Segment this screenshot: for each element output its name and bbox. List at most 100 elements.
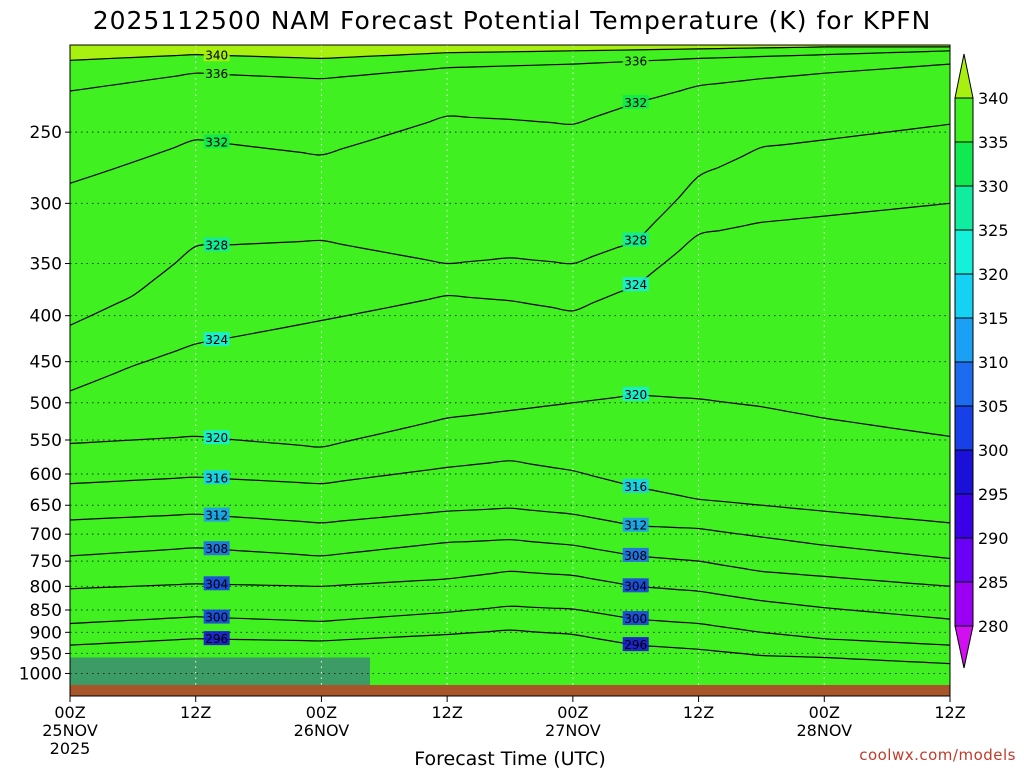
contour-lines: 296 296 300 300 304 304 308 308 312 312 316 316 320 3… — [69, 46, 951, 696]
contour-label-336-0: 336 — [205, 67, 228, 81]
x-tick-label-24: 00Z — [306, 703, 337, 722]
contour-label-bg — [203, 541, 230, 556]
contour-label-bg — [622, 517, 649, 532]
colorbar-seg-305 — [954, 361, 974, 407]
y-tick-label-800: 800 — [30, 577, 62, 597]
y-tick-label-600: 600 — [30, 465, 62, 485]
contour-label-328-1: 328 — [624, 234, 647, 248]
contour-label-bg — [203, 609, 230, 624]
colorbar-label-335: 335 — [978, 133, 1009, 152]
contour-label-328-0: 328 — [205, 238, 228, 252]
ground-strip — [70, 685, 950, 696]
y-tick-label-850: 850 — [30, 601, 62, 621]
y-tick-label-700: 700 — [30, 525, 62, 545]
y-tick-label-750: 750 — [30, 552, 62, 572]
x-year-label-0: 2025 — [50, 739, 91, 758]
contour-label-bg — [622, 578, 649, 593]
contour-label-bg — [203, 134, 230, 149]
contour-label-bg — [622, 94, 649, 109]
contour-label-bg — [622, 547, 649, 562]
y-tick-label-300: 300 — [30, 194, 62, 214]
fill-band-below-340 — [70, 46, 950, 685]
contour-label-bg — [203, 507, 230, 522]
x-tick-label-0: 00Z — [54, 703, 85, 722]
contour-label-bg — [203, 66, 230, 81]
y-tick-label-900: 900 — [30, 623, 62, 643]
contour-label-336-1: 336 — [624, 54, 647, 68]
colorbar-label-315: 315 — [978, 309, 1009, 328]
contour-label-312-1: 312 — [624, 519, 647, 533]
y-tick-label-650: 650 — [30, 496, 62, 516]
colorbar: 280 285 290 295 300 305 310 315 320 325 330 335 340 — [954, 53, 1009, 669]
contour-label-320-1: 320 — [624, 388, 647, 402]
x-tick-label-72: 00Z — [809, 703, 840, 722]
plot-frame — [69, 44, 951, 697]
y-tick-label-250: 250 — [30, 123, 62, 143]
y-tick-label-500: 500 — [30, 394, 62, 414]
contour-label-bg — [203, 470, 230, 485]
contour-label-bg — [203, 430, 230, 445]
contour-label-316-0: 316 — [205, 471, 228, 485]
y-axis: 250 300 350 400 450 500 550 600 650 700 750 800 8509… — [19, 123, 70, 684]
contour-label-bg — [203, 332, 230, 347]
colorbar-seg-285 — [954, 537, 974, 583]
chart-title: 2025112500 NAM Forecast Potential Temper… — [93, 6, 932, 35]
contour-label-304-1: 304 — [624, 579, 647, 593]
grid-lines — [70, 45, 950, 685]
colorbar-label-330: 330 — [978, 177, 1009, 196]
contour-label-bg — [203, 631, 230, 646]
contour-label-bg — [203, 47, 230, 62]
colorbar-label-305: 305 — [978, 397, 1009, 416]
contour-label-300-0: 300 — [205, 611, 228, 625]
x-date-label-48: 27NOV — [545, 721, 601, 740]
contour-label-bg — [622, 478, 649, 493]
contour-label-308-1: 308 — [624, 549, 647, 563]
colorbar-seg-280 — [954, 581, 974, 627]
contour-label-bg — [622, 232, 649, 247]
colorbar-seg-315 — [954, 273, 974, 319]
contour-label-296-1: 296 — [624, 638, 647, 652]
colorbar-label-295: 295 — [978, 485, 1009, 504]
colorbar-label-290: 290 — [978, 529, 1009, 548]
contour-label-bg — [622, 53, 649, 68]
y-tick-label-1000: 1000 — [19, 664, 62, 684]
band-accent — [70, 657, 370, 685]
contour-label-bg — [622, 611, 649, 626]
x-tick-label-84: 12Z — [934, 703, 965, 722]
colorbar-seg-290 — [954, 493, 974, 539]
colorbar-label-310: 310 — [978, 353, 1009, 372]
contour-label-340-0: 340 — [205, 48, 228, 62]
contour-label-304-0: 304 — [205, 577, 228, 591]
colorbar-seg-295 — [954, 449, 974, 495]
colorbar-seg-320 — [954, 229, 974, 275]
contour-label-300-1: 300 — [624, 612, 647, 626]
x-tick-label-12: 12Z — [180, 703, 211, 722]
contour-label-308-0: 308 — [205, 542, 228, 556]
contour-label-bg — [622, 386, 649, 401]
colorbar-seg-300 — [954, 405, 974, 451]
x-date-label-24: 26NOV — [294, 721, 350, 740]
contour-label-316-1: 316 — [624, 480, 647, 494]
contour-label-324-1: 324 — [624, 278, 647, 292]
x-tick-label-48: 00Z — [557, 703, 588, 722]
credit-text: coolwx.com/models — [859, 746, 1016, 764]
y-tick-label-550: 550 — [30, 431, 62, 451]
x-tick-label-60: 12Z — [683, 703, 714, 722]
x-axis-label: Forecast Time (UTC) — [414, 748, 605, 768]
colorbar-seg-330 — [954, 141, 974, 187]
colorbar-top-arrow — [954, 53, 974, 99]
x-tick-label-36: 12Z — [431, 703, 462, 722]
contour-label-bg — [622, 277, 649, 292]
contour-label-312-0: 312 — [205, 509, 228, 523]
y-tick-label-400: 400 — [30, 307, 62, 327]
contour-label-324-0: 324 — [205, 333, 228, 347]
colorbar-label-325: 325 — [978, 221, 1009, 240]
colorbar-label-320: 320 — [978, 265, 1009, 284]
contour-label-bg — [622, 637, 649, 652]
colorbar-seg-335 — [954, 97, 974, 143]
plot-area — [70, 45, 950, 685]
y-tick-label-350: 350 — [30, 255, 62, 275]
y-tick-label-450: 450 — [30, 353, 62, 373]
